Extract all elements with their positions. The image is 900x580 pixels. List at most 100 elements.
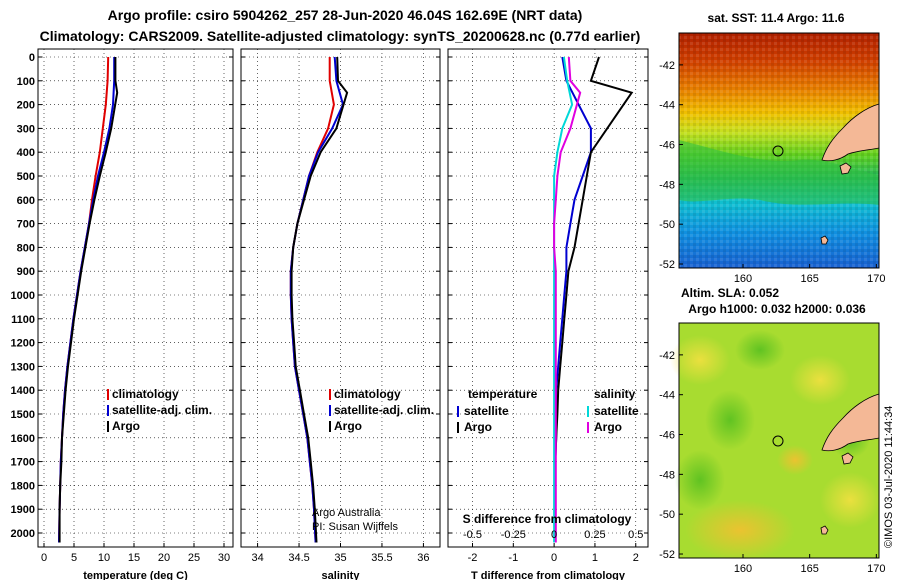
legend-label: satellite <box>594 404 639 418</box>
x-tick-label: 0 <box>551 552 557 564</box>
map-y-tick-label: -42 <box>659 350 675 362</box>
y-tick-label: 1700 <box>11 457 35 469</box>
sla-blob <box>790 355 850 405</box>
map-y-tick-label: -50 <box>659 219 675 231</box>
credit-org: Argo Australia <box>312 507 381 519</box>
plot-frame <box>37 48 234 548</box>
y-tick-label: 300 <box>17 123 35 135</box>
difference-panel: -2 -1 0 1 2 T difference from climatology temp… <box>447 48 649 580</box>
sst-land-stewart <box>839 162 852 175</box>
sla-land-auckland <box>820 525 829 535</box>
y-tick-label: 1600 <box>11 433 35 445</box>
sla-blob <box>670 335 730 385</box>
sst-map-frame <box>678 32 880 269</box>
legend-label: Argo <box>464 420 492 434</box>
y-tick-label: 700 <box>17 219 35 231</box>
sla-blob <box>735 330 785 370</box>
map-y-tick-label: -44 <box>659 390 675 402</box>
sla-land-stewart <box>841 452 854 465</box>
y-tick-label: 1900 <box>11 504 35 516</box>
sla-blob <box>675 450 725 510</box>
x-tick-label-top: -0.25 <box>501 529 526 541</box>
x-tick-label: 25 <box>188 552 200 564</box>
map-y-tick-label: -42 <box>659 60 675 72</box>
x-tick-label: 36 <box>417 552 429 564</box>
x-axis-label: T difference from climatology <box>471 570 626 580</box>
y-tick-label: 1200 <box>11 338 35 350</box>
y-tick-label: 0 <box>29 52 35 64</box>
legend-title-salinity: salinity <box>594 387 636 401</box>
sla-map-title: Altim. SLA: 0.052 <box>681 286 779 300</box>
map-x-tick-label: 160 <box>734 273 752 285</box>
map-y-tick-label: -52 <box>659 259 675 271</box>
y-tick-label: 100 <box>17 76 35 88</box>
x-tick-label-top: -0.5 <box>463 529 482 541</box>
y-tick-label: 1300 <box>11 361 35 373</box>
sla-blob <box>820 472 880 528</box>
map-x-tick-label: 170 <box>867 563 885 575</box>
sla-map-subtitle: Argo h1000: 0.032 h2000: 0.036 <box>688 302 866 316</box>
legend-label: climatology <box>334 387 401 401</box>
y-tick-label: 2000 <box>11 528 35 540</box>
legend-label: satellite-adj. clim. <box>112 403 212 417</box>
x-axis-label-top: S difference from climatology <box>463 512 632 526</box>
x-tick-label: 35 <box>334 552 346 564</box>
sst-green-tongue <box>679 140 879 205</box>
series-line <box>553 56 574 543</box>
map-x-tick-label: 165 <box>800 563 818 575</box>
x-tick-label: 2 <box>633 552 639 564</box>
sla-land-nz <box>821 393 880 452</box>
map-x-tick-label: 165 <box>800 273 818 285</box>
y-tick-label: 800 <box>17 242 35 254</box>
legend-label: satellite-adj. clim. <box>334 403 434 417</box>
y-tick-label: 900 <box>17 266 35 278</box>
x-tick-label: -1 <box>508 552 518 564</box>
y-tick-label: 500 <box>17 171 35 183</box>
temperature-panel: 0100200300400500600700800900100011001200… <box>11 48 234 580</box>
sst-land-nz <box>821 103 880 162</box>
series-line <box>553 56 582 543</box>
plot-frame <box>447 48 649 548</box>
x-tick-label-top: 0 <box>551 529 557 541</box>
map-y-tick-label: -48 <box>659 179 675 191</box>
legend-label: Argo <box>594 420 622 434</box>
y-tick-label: 600 <box>17 195 35 207</box>
sst-land-auckland <box>820 235 829 245</box>
x-tick-label: 34 <box>251 552 263 564</box>
y-tick-label: 400 <box>17 147 35 159</box>
y-tick-label: 1800 <box>11 480 35 492</box>
x-tick-label: -2 <box>468 552 478 564</box>
map-y-tick-label: -46 <box>659 140 675 152</box>
map-y-tick-label: -44 <box>659 100 675 112</box>
legend-label: climatology <box>112 387 179 401</box>
legend-label: satellite <box>464 404 509 418</box>
map-y-tick-label: -48 <box>659 469 675 481</box>
map-y-tick-label: -50 <box>659 509 675 521</box>
y-tick-label: 1100 <box>11 314 35 326</box>
legend-title-temperature: temperature <box>468 387 538 401</box>
y-tick-label: 200 <box>17 100 35 112</box>
map-y-tick-label: -46 <box>659 430 675 442</box>
x-axis-label: temperature (deg C) <box>83 570 188 580</box>
map-y-tick-label: -52 <box>659 549 675 561</box>
sla-argo-marker <box>772 435 784 447</box>
x-tick-label: 1 <box>592 552 598 564</box>
x-tick-label-top: 0.25 <box>584 529 605 541</box>
map-x-tick-label: 160 <box>734 563 752 575</box>
salinity-panel: 34 34.5 35 35.5 36 salinity climatology satelli… <box>240 48 441 580</box>
y-tick-label: 1500 <box>11 409 35 421</box>
x-tick-label-top: 0.5 <box>628 529 643 541</box>
x-tick-label: 5 <box>71 552 77 564</box>
imos-watermark: ©IMOS 03-Jul-2020 11:44:34 <box>883 406 895 548</box>
sst-map-title: sat. SST: 11.4 Argo: 11.6 <box>708 11 845 25</box>
header-line1: Argo profile: csiro 5904262_257 28-Jun-2… <box>108 7 583 23</box>
legend-label: Argo <box>112 419 140 433</box>
y-tick-label: 1400 <box>11 385 35 397</box>
sst-argo-marker <box>772 145 784 157</box>
sla-blob <box>777 445 813 475</box>
series-line <box>290 56 349 543</box>
series-line <box>58 57 119 543</box>
sst-map: sat. SST: 11.4 Argo: 11.6 160 165 170 -42 -4… <box>659 11 885 285</box>
x-axis-label: salinity <box>322 570 361 580</box>
x-tick-label: 34.5 <box>288 552 309 564</box>
